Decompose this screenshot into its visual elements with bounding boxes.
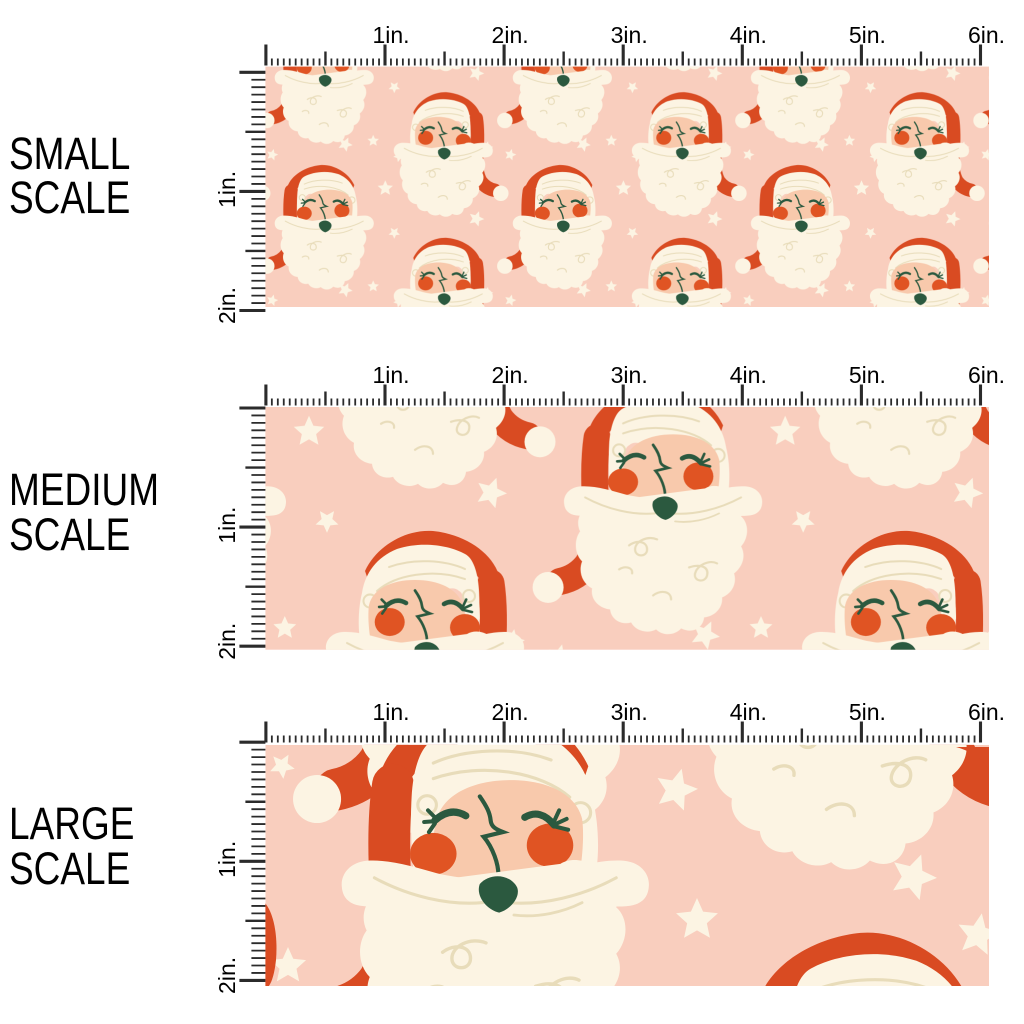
svg-text:1in.: 1in. (372, 699, 409, 725)
svg-text:4in.: 4in. (730, 699, 767, 725)
svg-text:2in.: 2in. (214, 957, 240, 994)
svg-text:2in.: 2in. (492, 22, 529, 48)
svg-text:4in.: 4in. (730, 22, 767, 48)
svg-text:3in.: 3in. (611, 699, 648, 725)
svg-text:1in.: 1in. (214, 507, 240, 544)
svg-text:1in.: 1in. (214, 841, 240, 878)
svg-text:1in.: 1in. (214, 171, 240, 208)
svg-text:3in.: 3in. (611, 22, 648, 48)
svg-text:6in.: 6in. (968, 362, 1005, 388)
svg-text:5in.: 5in. (849, 362, 886, 388)
svg-text:2in.: 2in. (214, 287, 240, 324)
svg-text:5in.: 5in. (849, 699, 886, 725)
svg-text:6in.: 6in. (968, 22, 1005, 48)
svg-text:4in.: 4in. (730, 362, 767, 388)
svg-text:2in.: 2in. (492, 362, 529, 388)
svg-text:1in.: 1in. (372, 22, 409, 48)
svg-text:6in.: 6in. (968, 699, 1005, 725)
svg-text:5in.: 5in. (849, 22, 886, 48)
svg-text:3in.: 3in. (611, 362, 648, 388)
svg-text:2in.: 2in. (492, 699, 529, 725)
svg-text:1in.: 1in. (372, 362, 409, 388)
svg-text:2in.: 2in. (214, 623, 240, 660)
